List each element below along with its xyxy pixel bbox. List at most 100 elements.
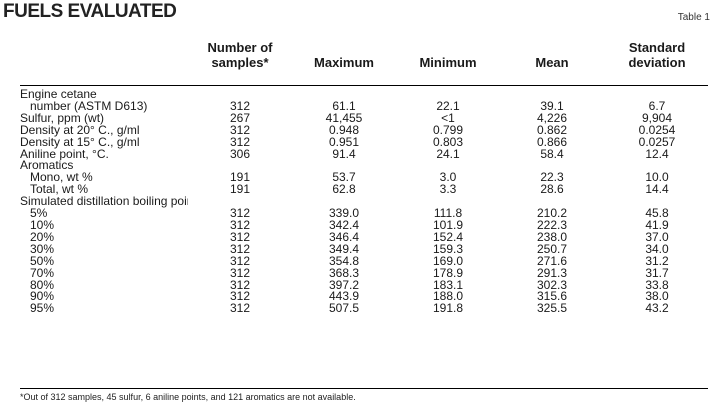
cell-samples: 312 <box>229 255 251 268</box>
cell-mean: 271.6 <box>536 255 568 268</box>
cell-mean: 238.0 <box>536 231 568 244</box>
row-label: 70% <box>30 267 55 280</box>
table-row: 30% 312 349.4 159.3 250.7 34.0 <box>20 244 710 256</box>
cell-maximum: 91.4 <box>332 148 356 161</box>
cell-mean: 222.3 <box>536 219 568 232</box>
cell-mean: 0.862 <box>536 124 568 137</box>
table-row: 5% 312 339.0 111.8 210.2 45.8 <box>20 208 710 220</box>
cell-samples: 312 <box>229 219 251 232</box>
cell-mean <box>500 89 604 101</box>
table-row: 70% 312 368.3 178.9 291.3 31.7 <box>20 268 710 280</box>
row-label: Engine cetane <box>20 89 97 101</box>
cell-minimum: 0.803 <box>432 136 464 149</box>
row-label: 50% <box>30 255 55 268</box>
column-header-samples: Number of samples* <box>207 40 273 70</box>
cell-std-dev: 38.0 <box>645 291 669 304</box>
cell-minimum: 101.9 <box>432 219 464 232</box>
cell-minimum <box>396 196 500 208</box>
cell-mean: 302.3 <box>536 279 568 292</box>
cell-std-dev: 9,904 <box>641 112 673 125</box>
cell-samples: 312 <box>229 124 251 137</box>
table-label: Table 1 <box>677 12 710 23</box>
cell-samples: 191 <box>229 172 251 185</box>
cell-mean <box>500 196 604 208</box>
footer-divider <box>20 388 708 389</box>
cell-maximum <box>292 89 396 101</box>
row-label: Sulfur, ppm (wt) <box>20 112 105 125</box>
cell-maximum: 41,455 <box>325 112 363 125</box>
cell-std-dev: 10.0 <box>645 172 669 185</box>
cell-std-dev: 37.0 <box>645 231 669 244</box>
cell-minimum: 188.0 <box>432 291 464 304</box>
row-label: Density at 20° C., g/ml <box>20 124 140 137</box>
cell-maximum: 0.951 <box>328 136 360 149</box>
cell-std-dev <box>604 160 710 172</box>
cell-maximum: 368.3 <box>328 267 360 280</box>
cell-std-dev: 6.7 <box>648 100 666 113</box>
table-row: Density at 20° C., g/ml 312 0.948 0.799 0.86… <box>20 125 710 137</box>
row-label: Density at 15° C., g/ml <box>20 136 140 149</box>
cell-samples: 312 <box>229 267 251 280</box>
row-label: number (ASTM D613) <box>30 100 148 113</box>
cell-mean: 58.4 <box>540 148 564 161</box>
cell-samples: 312 <box>229 208 251 220</box>
cell-minimum: 3.3 <box>439 184 457 197</box>
cell-std-dev: 31.2 <box>645 255 669 268</box>
column-header-minimum: Minimum <box>419 55 477 70</box>
cell-minimum: 24.1 <box>436 148 460 161</box>
row-label: Aniline point, °C. <box>20 148 109 161</box>
cell-mean: 39.1 <box>540 100 564 113</box>
cell-samples <box>188 160 292 172</box>
row-label: Aromatics <box>20 160 74 173</box>
row-label: Total, wt % <box>30 184 89 197</box>
cell-minimum: 169.0 <box>432 255 464 268</box>
cell-mean: 0.866 <box>536 136 568 149</box>
column-header-std-dev: Standard deviation <box>628 40 686 70</box>
table-row: 95% 312 507.5 191.8 325.5 43.2 <box>20 303 710 315</box>
cell-minimum: 159.3 <box>432 243 464 256</box>
cell-maximum: 354.8 <box>328 255 360 268</box>
cell-mean: 291.3 <box>536 267 568 280</box>
row-label: 90% <box>30 291 55 304</box>
cell-std-dev: 0.0254 <box>638 124 676 137</box>
table-row: Aromatics <box>20 160 710 172</box>
cell-std-dev: 14.4 <box>645 184 669 197</box>
row-label: 20% <box>30 231 55 244</box>
cell-minimum: 22.1 <box>436 100 460 113</box>
cell-std-dev: 43.2 <box>645 303 669 316</box>
table-row: number (ASTM D613) 312 61.1 22.1 39.1 6.7 <box>20 101 710 113</box>
table-row: 80% 312 397.2 183.1 302.3 33.8 <box>20 280 710 292</box>
row-label: 5% <box>30 208 48 220</box>
cell-maximum: 53.7 <box>332 172 356 185</box>
cell-samples <box>188 196 292 208</box>
table-row: 20% 312 346.4 152.4 238.0 37.0 <box>20 232 710 244</box>
cell-maximum: 61.1 <box>332 100 356 113</box>
cell-samples: 312 <box>229 243 251 256</box>
cell-maximum: 397.2 <box>328 279 360 292</box>
cell-minimum: 183.1 <box>432 279 464 292</box>
cell-samples: 312 <box>229 303 251 316</box>
cell-std-dev <box>604 196 710 208</box>
cell-mean: 315.6 <box>536 291 568 304</box>
cell-maximum: 339.0 <box>328 208 360 220</box>
cell-minimum: 111.8 <box>433 208 463 220</box>
cell-std-dev: 12.4 <box>645 148 669 161</box>
cell-std-dev: 0.0257 <box>638 136 676 149</box>
cell-minimum <box>396 89 500 101</box>
cell-maximum: 443.9 <box>328 291 360 304</box>
cell-std-dev: 41.9 <box>645 219 669 232</box>
cell-minimum: 191.8 <box>432 303 464 316</box>
cell-minimum: <1 <box>441 112 455 125</box>
cell-mean: 28.6 <box>540 184 564 197</box>
cell-std-dev: 33.8 <box>645 279 669 292</box>
column-header-row: Number of samples* Maximum Minimum Mean … <box>20 40 710 70</box>
table-row: Density at 15° C., g/ml 312 0.951 0.803 0.86… <box>20 137 710 149</box>
cell-mean: 4,226 <box>536 112 568 125</box>
cell-std-dev: 34.0 <box>645 243 669 256</box>
cell-minimum: 3.0 <box>439 172 457 185</box>
cell-minimum: 178.9 <box>432 267 464 280</box>
cell-maximum: 342.4 <box>328 219 360 232</box>
footnote: *Out of 312 samples, 45 sulfur, 6 anilin… <box>20 392 356 402</box>
column-header-maximum: Maximum <box>314 55 374 70</box>
